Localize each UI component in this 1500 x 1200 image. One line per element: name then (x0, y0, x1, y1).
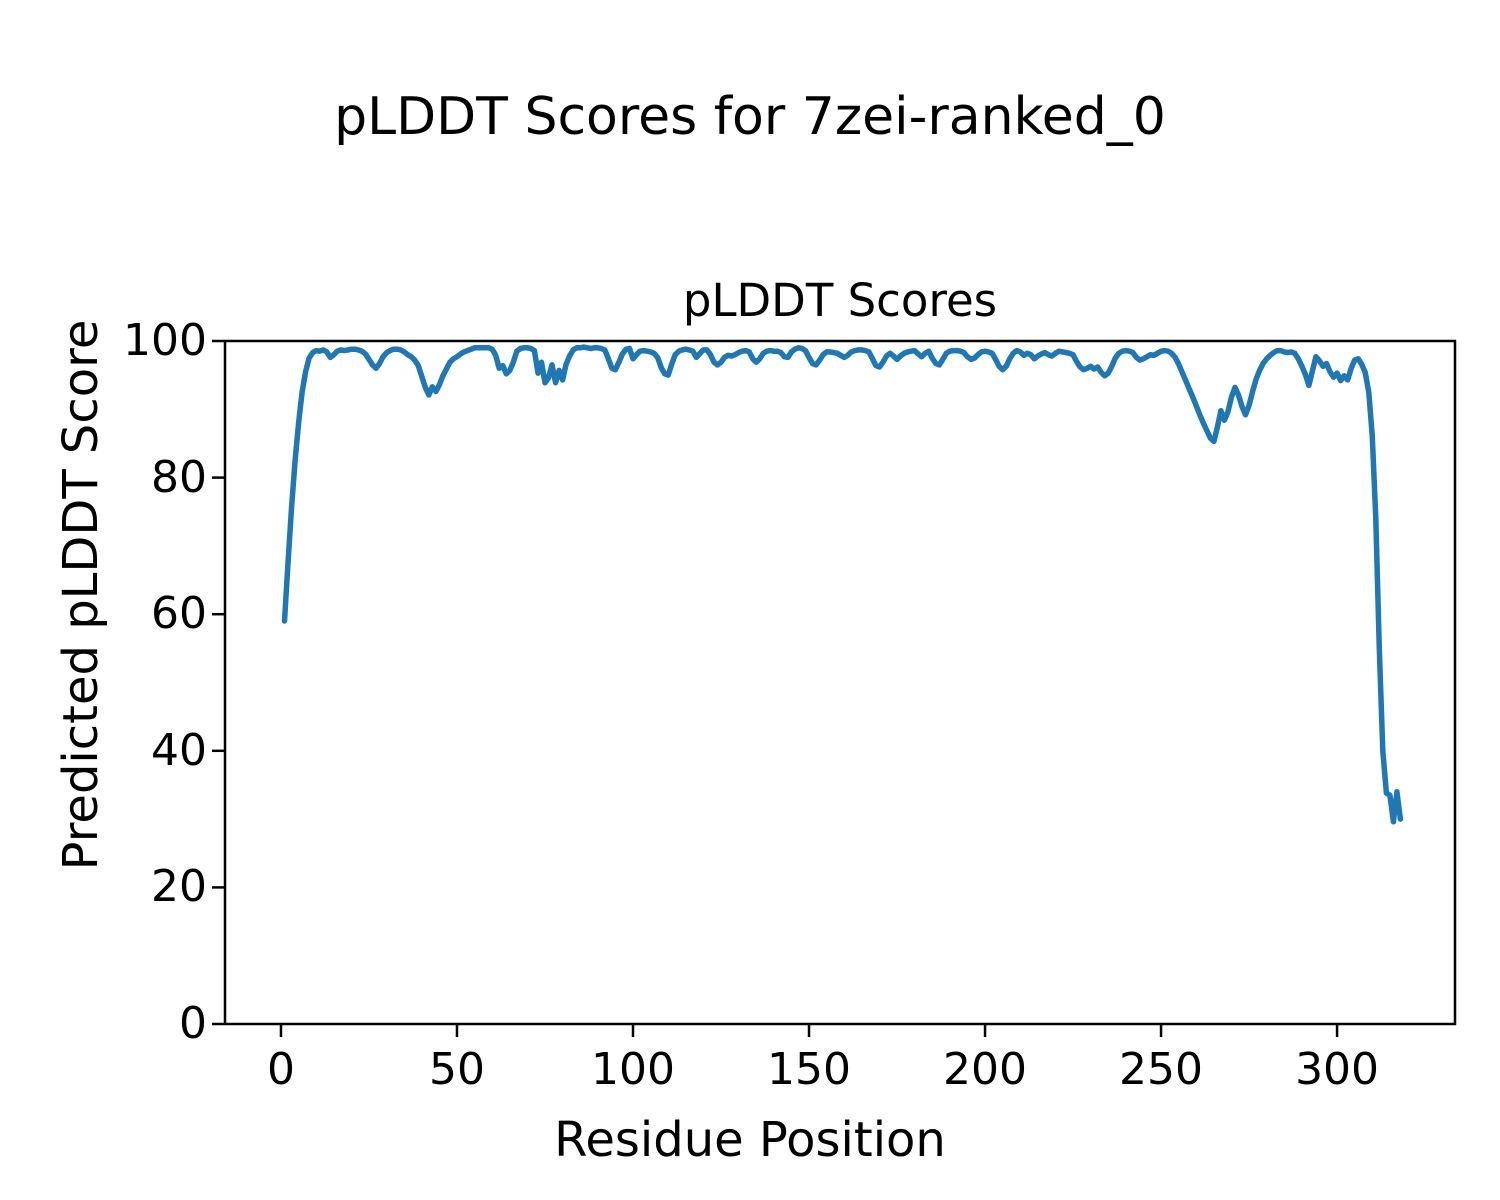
x-tick-label: 50 (428, 1044, 485, 1095)
y-tick-label: 60 (151, 588, 207, 640)
y-tick-label: 40 (151, 724, 207, 776)
y-tick-label: 80 (151, 451, 207, 503)
y-tick-label: 20 (151, 861, 207, 913)
x-tick-label: 200 (943, 1044, 1028, 1095)
x-tick-label: 300 (1295, 1044, 1380, 1095)
x-tick-label: 150 (767, 1044, 851, 1095)
x-axis-label: Residue Position (554, 1112, 946, 1168)
plddt-line (281, 344, 1404, 825)
y-tick-label: 0 (179, 998, 207, 1049)
axes-title: pLDDT Scores (682, 274, 998, 327)
x-tick-label: 100 (591, 1044, 675, 1095)
axes-frame (223, 339, 1457, 1026)
y-axis-label: Predicted pLDDT Score (53, 319, 109, 871)
figure-title: pLDDT Scores for 7zei-ranked_0 (334, 87, 1166, 147)
x-tick-label: 0 (266, 1044, 295, 1095)
y-tick-label: 100 (123, 315, 207, 366)
x-tick-label: 250 (1119, 1044, 1204, 1095)
